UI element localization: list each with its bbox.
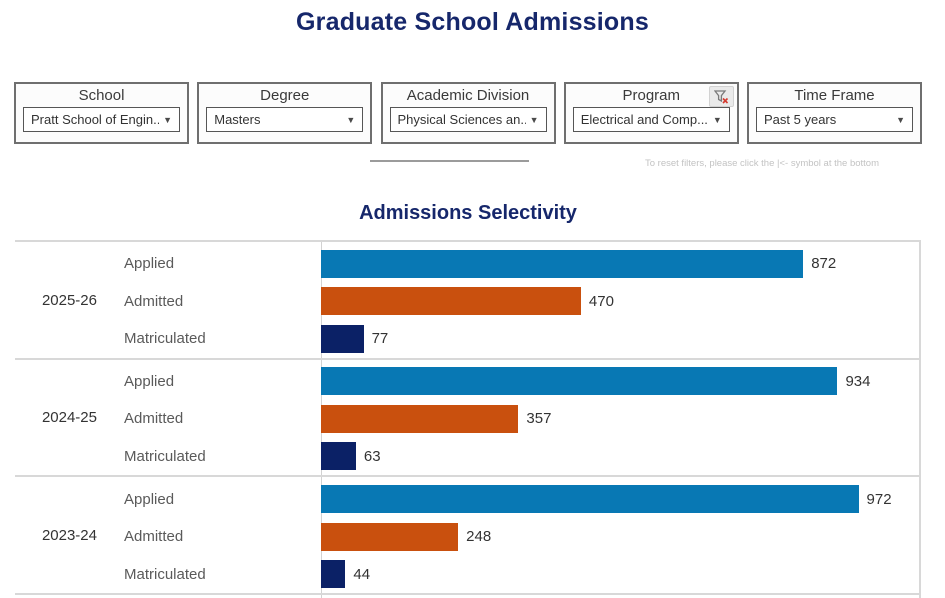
bar-row-applied: Applied 972 bbox=[97, 480, 921, 518]
filter-box-degree: Degree Masters ▼ bbox=[197, 82, 373, 144]
bar-row-admitted: Admitted 357 bbox=[97, 400, 921, 438]
year-group-2024-25: 2024-25 Applied 934 Admitted 357 Matriculated… bbox=[15, 357, 921, 476]
filter-value-academic-division: Physical Sciences an... bbox=[397, 112, 526, 127]
year-group-2025-26: 2025-26 Applied 872 Admitted 470 Matriculated… bbox=[15, 240, 921, 358]
category-label: Admitted bbox=[124, 410, 184, 428]
chevron-down-icon: ▼ bbox=[896, 114, 905, 125]
reset-note: To reset filters, please click the |<- s… bbox=[645, 158, 879, 169]
bar-value: 972 bbox=[866, 490, 892, 508]
filter-label-program: Program bbox=[622, 87, 681, 104]
category-label: Matriculated bbox=[124, 447, 206, 465]
chart-bottom-separator bbox=[15, 593, 921, 595]
bar-row-admitted: Admitted 470 bbox=[97, 283, 921, 321]
bar-value: 44 bbox=[353, 565, 371, 583]
bar-rows: Applied 972 Admitted 248 Matriculated 44 bbox=[97, 477, 921, 593]
bar-track: 934 bbox=[321, 363, 921, 401]
category-label: Matriculated bbox=[124, 330, 206, 348]
admissions-chart: 2025-26 Applied 872 Admitted 470 Matriculated… bbox=[15, 240, 921, 598]
filter-box-academic-division: Academic Division Physical Sciences an...… bbox=[380, 82, 556, 144]
category-label: Admitted bbox=[124, 292, 184, 310]
bar-track: 63 bbox=[321, 438, 921, 476]
bar-track: 248 bbox=[321, 518, 921, 556]
chart-right-border bbox=[919, 240, 921, 598]
bar-track: 357 bbox=[321, 400, 921, 438]
filter-dropdown-degree[interactable]: Masters ▼ bbox=[206, 107, 364, 132]
filter-value-program: Electrical and Comp... bbox=[580, 112, 708, 127]
bar-track: 470 bbox=[321, 283, 921, 321]
category-label: Applied bbox=[124, 372, 175, 390]
bar-admitted[interactable] bbox=[321, 287, 581, 316]
filter-label-school: School bbox=[78, 87, 125, 104]
bar-applied[interactable] bbox=[321, 249, 804, 278]
bar-track: 44 bbox=[321, 555, 921, 593]
bar-applied[interactable] bbox=[321, 367, 838, 396]
bar-applied[interactable] bbox=[321, 485, 859, 514]
category-label: Applied bbox=[124, 490, 175, 508]
year-label: 2025-26 bbox=[41, 291, 97, 309]
bar-matriculated[interactable] bbox=[321, 560, 346, 589]
filter-label-time-frame: Time Frame bbox=[794, 87, 875, 104]
bar-row-applied: Applied 872 bbox=[97, 245, 921, 283]
bar-value: 934 bbox=[845, 372, 871, 390]
bar-value: 248 bbox=[466, 528, 492, 546]
filter-box-program: Program Electrical and Comp... ▼ bbox=[563, 82, 739, 144]
filter-value-degree: Masters bbox=[214, 112, 261, 127]
filter-box-school: School Pratt School of Engin... ▼ bbox=[14, 82, 189, 144]
filter-dropdown-academic-division[interactable]: Physical Sciences an... ▼ bbox=[389, 107, 547, 132]
chevron-down-icon: ▼ bbox=[529, 114, 539, 125]
bar-value: 470 bbox=[588, 292, 614, 310]
bar-rows: Applied 872 Admitted 470 Matriculated 77 bbox=[97, 242, 921, 358]
bar-rows: Applied 934 Admitted 357 Matriculated 63 bbox=[97, 360, 921, 476]
bar-value: 63 bbox=[363, 447, 381, 465]
filter-label-academic-division: Academic Division bbox=[406, 87, 530, 104]
bar-row-matriculated: Matriculated 77 bbox=[97, 320, 921, 358]
filter-box-time-frame: Time Frame Past 5 years ▼ bbox=[747, 82, 922, 144]
category-label: Admitted bbox=[124, 528, 184, 546]
filter-bar: School Pratt School of Engin... ▼ Degree Mas… bbox=[14, 82, 922, 144]
clear-filter-icon[interactable] bbox=[708, 86, 734, 107]
bar-row-applied: Applied 934 bbox=[97, 363, 921, 401]
filter-dropdown-time-frame[interactable]: Past 5 years ▼ bbox=[756, 107, 913, 132]
bar-admitted[interactable] bbox=[321, 522, 459, 551]
year-label: 2024-25 bbox=[41, 409, 97, 427]
chevron-down-icon: ▼ bbox=[712, 114, 722, 125]
chart-title: Admissions Selectivity bbox=[359, 202, 577, 224]
bar-matriculated[interactable] bbox=[321, 442, 356, 471]
bar-row-matriculated: Matriculated 44 bbox=[97, 555, 921, 593]
filter-divider bbox=[370, 160, 529, 162]
bar-admitted[interactable] bbox=[321, 404, 519, 433]
filter-label-degree: Degree bbox=[260, 87, 310, 104]
bar-value: 872 bbox=[811, 255, 837, 273]
filter-value-time-frame: Past 5 years bbox=[764, 112, 837, 127]
category-label: Applied bbox=[124, 255, 175, 273]
bar-value: 77 bbox=[371, 330, 389, 348]
bar-track: 972 bbox=[321, 480, 921, 518]
year-group-2023-24: 2023-24 Applied 972 Admitted 248 Matriculated… bbox=[15, 475, 921, 593]
bar-value: 357 bbox=[526, 410, 552, 428]
filter-dropdown-program[interactable]: Electrical and Comp... ▼ bbox=[572, 107, 730, 132]
chevron-down-icon: ▼ bbox=[163, 114, 172, 125]
filter-dropdown-school[interactable]: Pratt School of Engin... ▼ bbox=[23, 107, 180, 132]
category-label: Matriculated bbox=[124, 565, 206, 583]
bar-row-admitted: Admitted 248 bbox=[97, 518, 921, 556]
bar-track: 872 bbox=[321, 245, 921, 283]
page-title: Graduate School Admissions bbox=[296, 8, 649, 36]
bar-track: 77 bbox=[321, 320, 921, 358]
filter-value-school: Pratt School of Engin... bbox=[31, 112, 160, 127]
bar-matriculated[interactable] bbox=[321, 324, 364, 353]
bar-row-matriculated: Matriculated 63 bbox=[97, 438, 921, 476]
year-label: 2023-24 bbox=[41, 526, 97, 544]
chevron-down-icon: ▼ bbox=[346, 114, 356, 125]
